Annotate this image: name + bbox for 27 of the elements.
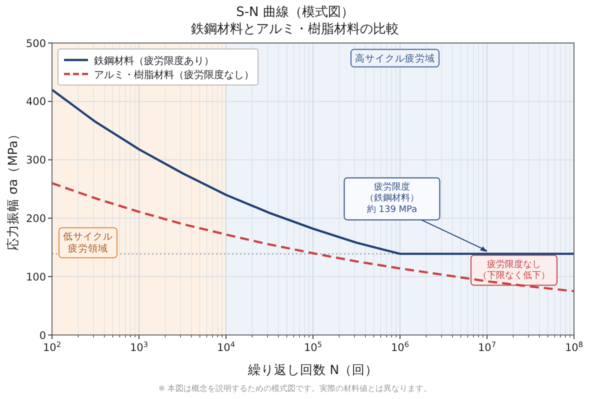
annotation: 疲労限度なし（下限なく低下） [478,258,550,282]
band-label: 低サイクル疲労領域 [63,232,113,255]
x-tick-label: 10$^{4}$ [216,340,236,354]
annotation: 疲労限度（鉄鋼材料）約 139 MPa [365,181,419,215]
y-tick-label: 400 [26,96,46,108]
y-tick-label: 500 [26,38,46,50]
x-tick-label: 10$^{6}$ [390,340,410,354]
text: ※ 本図は概念を説明するための模式図です。実際の材料値とは異なります。 [158,384,432,393]
y-axis-title: 応力振幅 σa（MPa） [5,128,20,250]
y-tick-label: 100 [26,271,46,284]
legend-label: 鉄鋼材料（疲労限度あり） [94,55,214,67]
y-tick-label: 0 [39,330,46,342]
band-label: 高サイクル疲労域 [355,52,435,64]
legend-label: アルミ・樹脂材料（疲労限度なし） [94,69,254,81]
annotation: 疲労限度なし（下限なく低下） [470,254,558,286]
x-tick-label: 10$^{3}$ [130,340,148,354]
y-tick-label: 200 [26,213,46,225]
y-tick-label: 300 [26,154,46,167]
x-tick-label: 10$^{7}$ [478,340,496,354]
x-tick-label: 10$^{5}$ [304,340,322,354]
x-tick-label: 10$^{8}$ [564,340,584,354]
x-tick-label: 10$^{2}$ [42,340,62,354]
x-axis-title: 繰り返し回数 N（回） [246,362,378,377]
annotation: 疲労限度（鉄鋼材料）約 139 MPa [344,177,488,252]
line-series [50,182,576,292]
chart-title: S-N 曲線（模式図） [236,5,354,20]
chart-subtitle: 鉄鋼材料とアルミ・樹脂材料の比較 [191,22,399,37]
